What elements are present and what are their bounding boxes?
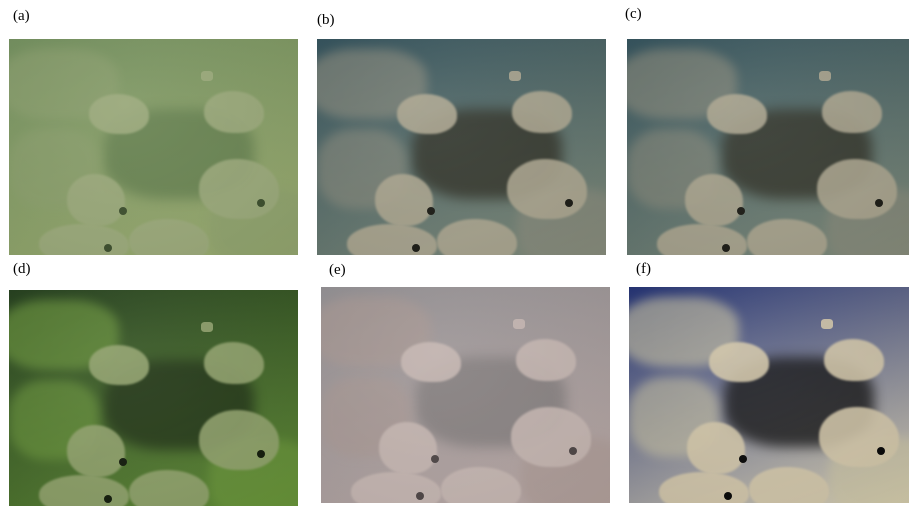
fish-shape [709, 342, 769, 382]
fish-spot [565, 199, 573, 207]
fish-shape [67, 425, 125, 477]
fish-shape [204, 342, 264, 384]
fish-shape [39, 224, 129, 255]
small-fish [509, 71, 521, 81]
fish-shape [824, 339, 884, 381]
fish-shape [657, 224, 747, 255]
fish-shape [441, 467, 521, 503]
fish-shape [89, 94, 149, 134]
fish-shape [507, 159, 587, 219]
underwater-image-e [321, 287, 610, 503]
fish-spot [416, 492, 424, 500]
fish-shape [351, 472, 441, 503]
fish-spot [569, 447, 577, 455]
fish-shape [516, 339, 576, 381]
fish-shape [659, 472, 749, 503]
haze-overlay [629, 287, 909, 503]
underwater-image-b [317, 39, 606, 255]
fish-spot [257, 450, 265, 458]
fish-shape [749, 467, 829, 503]
fish-spot [427, 207, 435, 215]
fish-shape [401, 342, 461, 382]
fish-shape [375, 174, 433, 226]
fish-shape [204, 91, 264, 133]
small-fish [819, 71, 831, 81]
fish-spot [739, 455, 747, 463]
fish-spot [431, 455, 439, 463]
fish-spot [104, 495, 112, 503]
fish-shape [89, 345, 149, 385]
panel-d-label: (d) [13, 261, 31, 277]
haze-overlay [9, 39, 298, 255]
fish-shape [397, 94, 457, 134]
fish-shape [817, 159, 897, 219]
fish-shape [822, 91, 882, 133]
underwater-image-a [9, 39, 298, 255]
fish-shape [707, 94, 767, 134]
fish-spot [257, 199, 265, 207]
fish-shape [685, 174, 743, 226]
fish-spot [722, 244, 730, 252]
fish-shape [747, 219, 827, 255]
fish-spot [737, 207, 745, 215]
underwater-image-f [629, 287, 909, 503]
fish-shape [199, 159, 279, 219]
fish-shape [437, 219, 517, 255]
small-fish [513, 319, 525, 329]
fish-shape [512, 91, 572, 133]
fish-shape [129, 219, 209, 255]
haze-overlay [317, 39, 606, 255]
fish-shape [347, 224, 437, 255]
fish-shape [129, 470, 209, 506]
fish-shape [67, 174, 125, 226]
fish-shape [39, 475, 129, 506]
haze-overlay [321, 287, 610, 503]
haze-overlay [9, 290, 298, 506]
panel-e-label: (e) [329, 262, 346, 278]
fish-shape [511, 407, 591, 467]
small-fish [201, 322, 213, 332]
fish-shape [819, 407, 899, 467]
fish-spot [724, 492, 732, 500]
panel-f-label: (f) [636, 261, 651, 277]
fish-spot [412, 244, 420, 252]
underwater-image-d [9, 290, 298, 506]
haze-overlay [627, 39, 909, 255]
small-fish [201, 71, 213, 81]
small-fish [821, 319, 833, 329]
fish-shape [379, 422, 437, 474]
panel-b-label: (b) [317, 12, 335, 28]
underwater-image-c [627, 39, 909, 255]
fish-spot [119, 207, 127, 215]
fish-shape [687, 422, 745, 474]
panel-c-label: (c) [625, 6, 642, 22]
panel-a-label: (a) [13, 8, 30, 24]
fish-spot [875, 199, 883, 207]
fish-spot [119, 458, 127, 466]
fish-spot [877, 447, 885, 455]
fish-shape [199, 410, 279, 470]
fish-spot [104, 244, 112, 252]
